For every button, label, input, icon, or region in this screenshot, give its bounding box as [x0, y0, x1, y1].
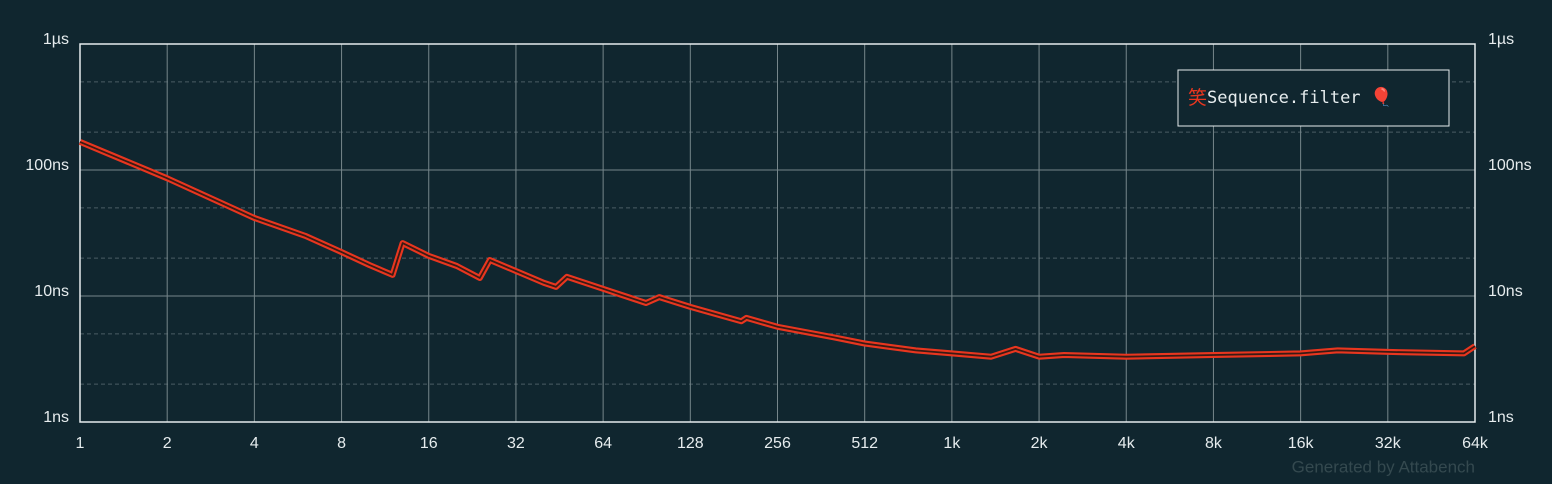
x-tick-label: 4k: [1118, 435, 1136, 452]
footer: Generated by Attabench: [1292, 457, 1475, 476]
legend-label: Sequence.filter: [1207, 88, 1361, 108]
y2-tick-label: 10ns: [1488, 283, 1523, 300]
x-tick-label: 128: [677, 435, 704, 452]
y2-tick-label: 1µs: [1488, 31, 1514, 48]
y-tick-label: 1ns: [43, 409, 69, 426]
x-tick-label: 1: [76, 435, 85, 452]
y-tick-label: 10ns: [34, 283, 69, 300]
x-tick-label: 2k: [1031, 435, 1049, 452]
y-tick-label: 100ns: [25, 157, 69, 174]
legend-prefix: 笑: [1188, 87, 1207, 109]
x-tick-label: 1k: [943, 435, 961, 452]
x-tick-label: 64k: [1462, 435, 1489, 452]
x-tick-label: 256: [764, 435, 791, 452]
x-tick-label: 64: [594, 435, 612, 452]
legend-suffix: 🎈: [1370, 86, 1392, 108]
x-tick-label: 8k: [1205, 435, 1223, 452]
plot-frame: [79, 43, 1476, 423]
series-line-core: [79, 141, 1476, 358]
x-tick-label: 512: [851, 435, 878, 452]
x-tick-label: 32k: [1375, 435, 1402, 452]
y-tick-label: 1µs: [43, 31, 69, 48]
legend: 笑Sequence.filter 🎈: [1177, 69, 1450, 127]
x-tick-label: 16: [420, 435, 438, 452]
x-tick-label: 32: [507, 435, 525, 452]
y2-tick-label: 1ns: [1488, 409, 1514, 426]
x-tick-label: 8: [337, 435, 346, 452]
x-tick-label: 2: [163, 435, 172, 452]
legend-box: [1177, 69, 1450, 127]
x-tick-label: 4: [250, 435, 259, 452]
legend-entry: 笑Sequence.filter 🎈: [1188, 86, 1393, 109]
x-tick-label: 16k: [1288, 435, 1315, 452]
y2-tick-label: 100ns: [1488, 157, 1532, 174]
